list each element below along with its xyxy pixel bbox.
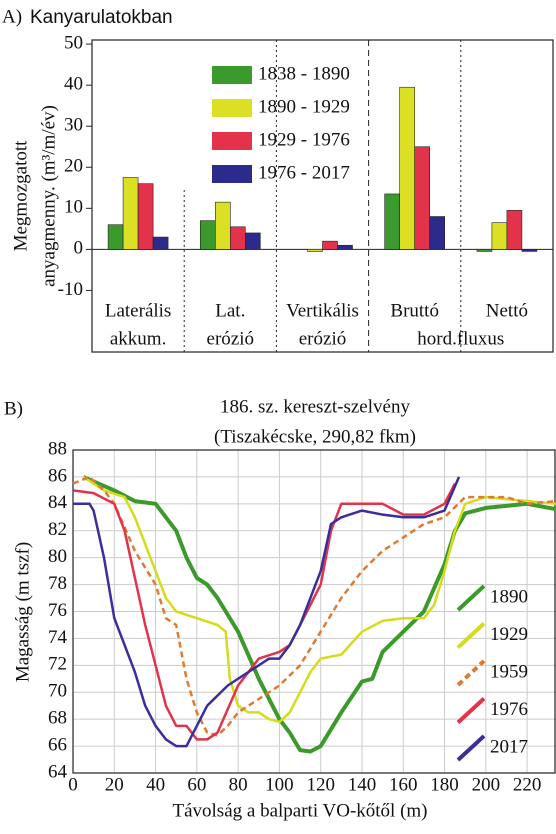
x-tick-label: Laterális [105,300,171,321]
x-tick-label: 220 [513,774,542,795]
x-tick-label: 60 [187,774,206,795]
y-tick-label: 50 [64,32,83,53]
legend-label: 2017 [490,736,528,757]
y-tick-label: 72 [48,654,67,675]
bar [215,201,231,250]
y-tick-label: 74 [48,627,68,648]
chart-title: Kanyarulatokban [30,7,173,28]
bar [200,220,216,250]
series-line [73,476,461,748]
y-axis-label: Megmozgatott [10,140,31,252]
x-tick-label: 140 [348,774,377,795]
x-tick-label: 40 [146,774,165,795]
bar [506,210,523,250]
legend-label: 1890 - 1929 [258,96,350,117]
plot-frame [91,39,554,353]
legend-swatch [212,66,252,84]
y-tick-label: 84 [48,492,68,513]
series-line [72,483,457,741]
x-tick-label: Lat. [215,300,245,321]
y-tick-label: -10 [58,279,83,300]
x-tick-label: akkum. [110,328,166,349]
bar [476,249,493,252]
bar [429,216,446,250]
legend-label: 1890 [490,586,528,607]
panel-label: B) [4,398,23,419]
y-tick-label: 68 [48,708,67,729]
legend-swatch [212,132,252,150]
legend-label: 1929 [490,624,528,645]
series-line [82,475,556,754]
y-tick-label: 0 [74,238,84,259]
y-tick-label: 76 [48,600,67,621]
bar [414,146,431,250]
y-tick-label: 88 [48,438,67,459]
legend-swatch [456,622,486,649]
y-axis-label: anyagmenny. (m³/m/év) [38,105,59,287]
x-tick-label: 180 [430,774,459,795]
y-tick-label: 40 [64,74,83,95]
legend-label: 1838 - 1890 [258,63,350,84]
chart-title: (Tiszakécske, 290,82 fkm) [214,426,416,447]
bar [384,193,401,250]
x-tick-label: 80 [229,774,248,795]
bar [122,177,139,250]
y-tick-label: 70 [48,681,67,702]
legend-label: 1976 [490,699,528,720]
series-line [82,475,556,724]
panel-label: A) [2,6,22,27]
bar [399,86,416,250]
x-tick-label: 160 [389,774,418,795]
y-tick-label: 30 [64,115,83,136]
plot-frame [72,449,556,774]
x-tick-label: Bruttó [390,300,439,321]
legend-label: 1959 [490,661,528,682]
legend-label: 1976 - 2017 [258,162,350,183]
bar [491,222,508,250]
bar [337,244,353,250]
bar [245,232,261,250]
bar [307,249,323,252]
y-tick-label: 82 [48,519,67,540]
bar [521,249,538,252]
y-tick-label: 64 [48,761,68,782]
legend-swatch [456,584,486,612]
legend-swatch [456,734,486,762]
bar [230,226,246,250]
y-axis-label: Magasság (m tszf) [12,542,33,682]
y-tick-label: 66 [48,734,67,755]
y-tick-label: 80 [48,546,67,567]
x-tick-label: erózió [299,328,346,349]
y-tick-label: 86 [48,465,67,486]
bar [137,183,154,250]
bar [152,236,169,250]
x-axis-label: Távolság a balparti VO-kőtől (m) [172,800,427,821]
legend-label: 1929 - 1976 [258,129,350,150]
bar [322,240,338,250]
x-tick-label: 120 [306,774,335,795]
group-label: hord.fluxus [417,328,504,349]
series-line [72,475,556,737]
x-tick-label: 0 [68,774,78,795]
x-tick-label: 100 [265,774,294,795]
chart-title: 186. sz. kereszt-szelvény [220,396,410,417]
legend-swatch [456,697,486,724]
x-tick-label: Vertikális [286,300,359,321]
bar [107,224,124,250]
x-tick-label: 200 [472,774,501,795]
y-tick-label: 20 [64,156,83,177]
x-tick-label: Nettó [486,300,528,321]
legend-swatch [456,659,486,687]
x-tick-label: 20 [105,774,124,795]
legend-swatch [212,99,252,117]
legend-swatch [212,165,252,183]
y-tick-label: 10 [64,197,83,218]
x-tick-label: erózió [207,328,254,349]
y-tick-label: 78 [48,573,67,594]
